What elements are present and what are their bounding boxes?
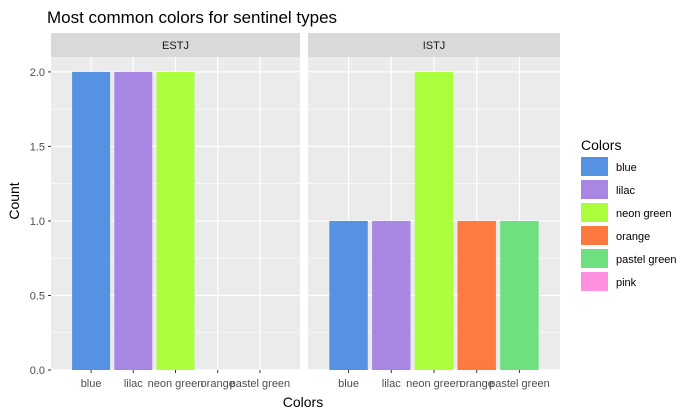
x-tick-label: neon green (406, 378, 462, 390)
legend-swatch (581, 272, 608, 291)
chart-title: Most common colors for sentinel types (47, 8, 337, 27)
y-tick-label: 1.0 (30, 216, 45, 228)
legend-label: blue (616, 162, 637, 174)
legend-title: Colors (581, 137, 621, 153)
legend-label: orange (616, 231, 650, 243)
x-tick-label: blue (81, 378, 102, 390)
legend-label: lilac (616, 185, 635, 197)
legend-item-pastel-green: pastel green (581, 249, 677, 268)
legend-swatch (581, 226, 608, 245)
bar-istj-pastel-green (500, 220, 539, 370)
legend-item-lilac: lilac (581, 180, 635, 199)
x-tick-label: pastel green (489, 378, 550, 390)
legend-label: neon green (616, 208, 672, 220)
bar-estj-lilac (114, 71, 153, 371)
facet-strip (308, 33, 560, 57)
bar-istj-blue (329, 220, 368, 370)
x-tick-label: orange (201, 378, 235, 390)
legend-item-blue: blue (581, 157, 637, 176)
y-axis: 0.0 0.5 1.0 1.5 2.0 (30, 67, 51, 377)
legend-label: pastel green (616, 254, 677, 266)
legend-label: pink (616, 277, 637, 289)
x-tick-label: lilac (382, 378, 401, 390)
bar-istj-orange (457, 220, 496, 370)
legend-swatch (581, 157, 608, 176)
x-tick-label: neon green (148, 378, 204, 390)
legend-swatch (581, 203, 608, 222)
legend-swatch (581, 249, 608, 268)
legend-item-neon-green: neon green (581, 203, 672, 222)
x-tick-label: blue (338, 378, 359, 390)
bar-estj-neon-green (156, 71, 195, 371)
x-tick-label: pastel green (230, 378, 291, 390)
x-tick-label: lilac (124, 378, 143, 390)
legend-item-orange: orange (581, 226, 650, 245)
y-axis-title: Count (6, 182, 22, 219)
bar-estj-blue (72, 71, 111, 371)
y-tick-label: 0.0 (30, 365, 45, 377)
bar-istj-neon-green (414, 71, 454, 371)
legend-item-pink: pink (581, 272, 637, 291)
legend-swatch (581, 180, 608, 199)
y-tick-label: 1.5 (30, 141, 45, 153)
x-axis-title: Colors (283, 394, 323, 410)
bar-istj-lilac (372, 220, 411, 370)
facet-strip-label: ISTJ (423, 40, 446, 52)
x-tick-label: orange (460, 378, 494, 390)
y-tick-label: 0.5 (30, 290, 45, 302)
facet-strip (51, 33, 300, 57)
y-tick-label: 2.0 (30, 67, 45, 79)
legend: Colors blue lilac neon green orange pastel g… (581, 137, 677, 291)
facet-strip-label: ESTJ (162, 40, 189, 52)
